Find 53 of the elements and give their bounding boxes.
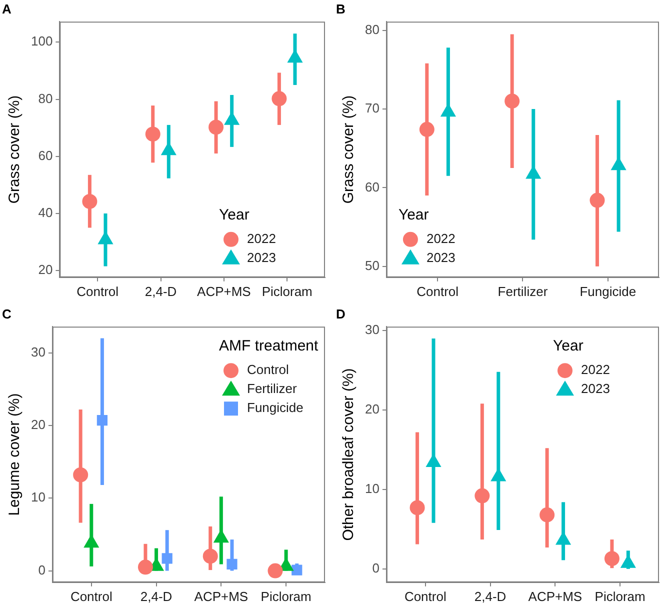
- legend-title: Year: [398, 206, 429, 224]
- chart-title: B: [336, 1, 346, 16]
- y-axis-title: Grass cover (%): [6, 95, 24, 204]
- y-axis-title: Legume cover (%): [6, 393, 24, 516]
- legend-label: 2023: [426, 250, 456, 265]
- y-axis-title: Grass cover (%): [340, 95, 358, 204]
- legend-label: 2023: [581, 381, 610, 396]
- x-tick-label: Control: [70, 588, 112, 604]
- y-tick-label: 30: [364, 322, 380, 338]
- y-tick-label: 0: [372, 560, 380, 576]
- chart-title: A: [2, 1, 12, 16]
- legend-title: Year: [553, 338, 584, 355]
- y-tick-label: 40: [38, 205, 53, 220]
- x-tick-label: Picloram: [260, 588, 312, 604]
- legend-label: 2022: [247, 230, 276, 246]
- legend-label: Control: [247, 362, 290, 378]
- y-tick-label: 50: [364, 258, 380, 273]
- legend-title: AMF treatment: [219, 338, 320, 355]
- y-tick-label: 10: [364, 481, 380, 496]
- y-tick-label: 10: [30, 490, 46, 505]
- legend-label: 2023: [247, 250, 276, 265]
- x-tick-label: 2,4-D: [140, 588, 172, 604]
- y-tick-label: 30: [30, 344, 46, 360]
- y-tick-label: 60: [38, 148, 53, 163]
- legend-label: Fertilizer: [247, 381, 298, 396]
- y-tick-label: 80: [38, 90, 53, 106]
- x-tick-label: ACP+MS: [194, 588, 248, 604]
- x-tick-label: Picloram: [594, 588, 646, 604]
- y-axis-title: Other broadleaf cover (%): [340, 368, 358, 541]
- y-tick-label: 0: [38, 562, 46, 578]
- x-tick-label: Picloram: [262, 284, 312, 299]
- chart-title: C: [2, 306, 12, 322]
- x-tick-label: ACP+MS: [528, 588, 582, 604]
- y-tick-label: 60: [364, 179, 380, 194]
- legend-title: Year: [219, 206, 250, 224]
- legend-label: 2022: [426, 230, 456, 246]
- x-tick-label: Control: [76, 284, 119, 299]
- legend-label: Fungicide: [247, 400, 304, 416]
- y-tick-label: 20: [364, 402, 380, 417]
- y-tick-label: 20: [30, 417, 46, 432]
- y-tick-label: 20: [38, 262, 53, 278]
- y-tick-label: 100: [30, 34, 53, 49]
- y-tick-label: 80: [364, 22, 380, 37]
- chart-title: D: [336, 306, 346, 322]
- x-tick-label: 2,4-D: [144, 284, 177, 299]
- x-tick-label: Control: [416, 284, 459, 299]
- y-tick-label: 70: [364, 100, 380, 116]
- x-tick-label: Fungicide: [580, 284, 636, 299]
- legend-label: 2022: [581, 362, 610, 378]
- x-tick-label: Control: [404, 588, 446, 604]
- x-tick-label: 2,4-D: [474, 588, 506, 604]
- x-tick-label: ACP+MS: [197, 284, 252, 299]
- x-tick-label: Fertilizer: [498, 284, 548, 299]
